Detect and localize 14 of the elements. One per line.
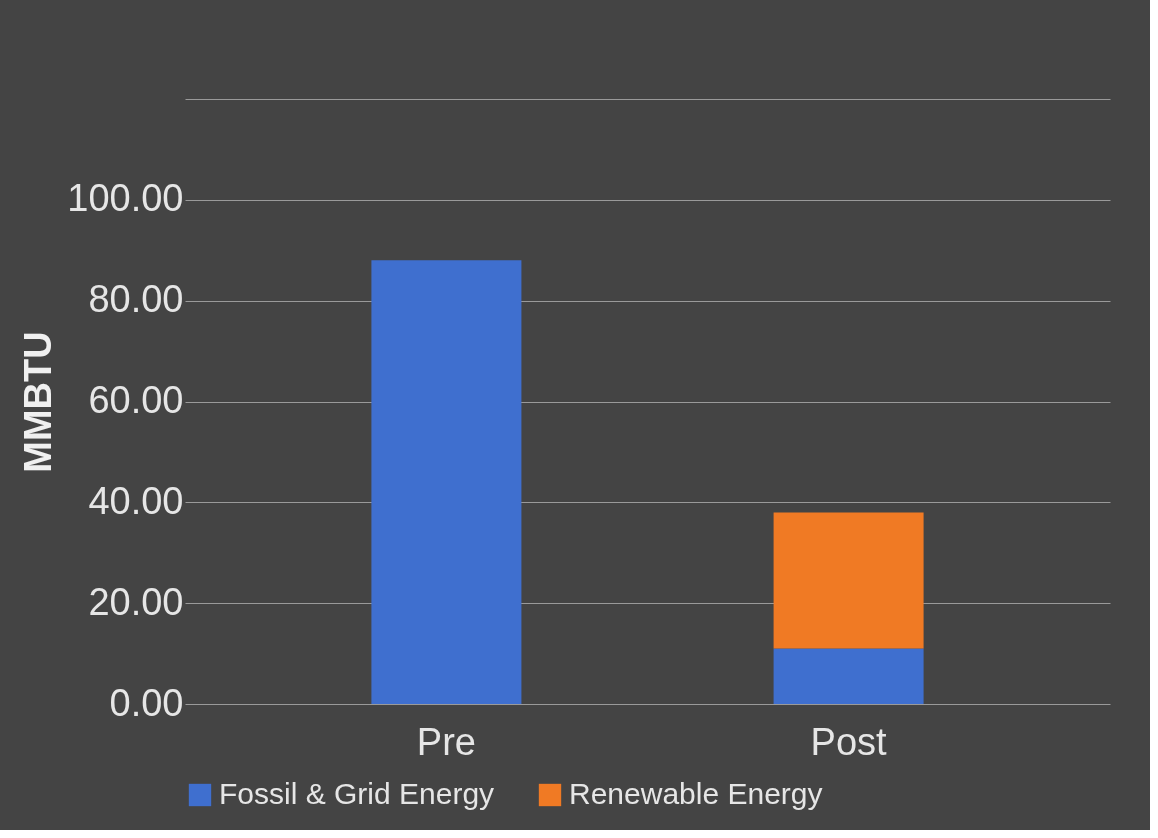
y-axis-title: MMBTU (17, 331, 60, 473)
bar (371, 260, 522, 704)
x-tick-label: Pre (416, 720, 476, 763)
bar (773, 512, 924, 649)
y-tick-label: 100.00 (67, 177, 184, 220)
bar (773, 648, 924, 704)
y-tick-label: 40.00 (88, 479, 184, 522)
y-tick-label: 80.00 (88, 278, 184, 321)
x-tick-label: Post (810, 720, 888, 763)
y-tick-label: 0.00 (109, 681, 184, 724)
legend-label: Renewable Energy (569, 777, 823, 810)
y-tick-label: 60.00 (88, 379, 184, 421)
y-tick-label: 20.00 (88, 580, 184, 623)
legend-label: Fossil & Grid Energy (219, 777, 495, 810)
